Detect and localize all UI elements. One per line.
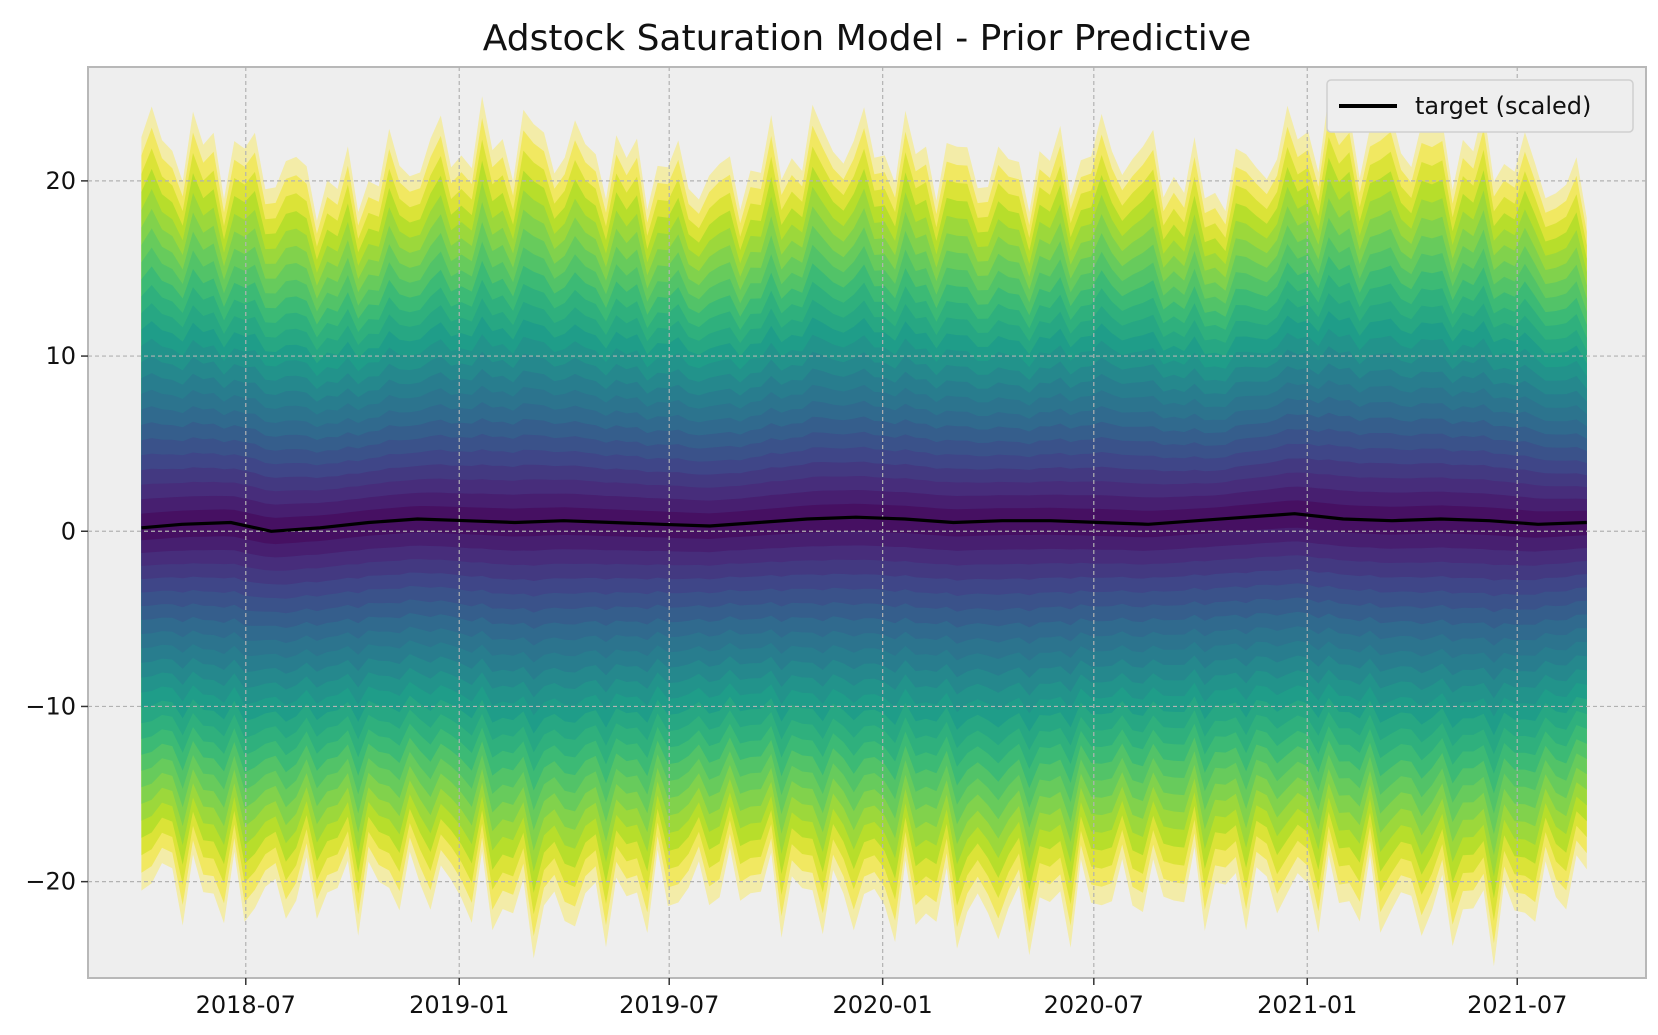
band-layer-24 bbox=[141, 500, 1587, 545]
x-tick-label-2021-01: 2021-01 bbox=[1257, 991, 1357, 1019]
y-tick-label--20: −20 bbox=[25, 868, 76, 896]
target-line-layer bbox=[141, 512, 1587, 533]
x-tick-label-2020-01: 2020-01 bbox=[833, 991, 933, 1019]
y-tick-label--10: −10 bbox=[25, 692, 76, 720]
x-tick-label-2021-07: 2021-07 bbox=[1467, 991, 1567, 1019]
x-axis-ticks: 2018-07 2019-01 2019-07 2020-01 2020-07 2021-… bbox=[196, 978, 1567, 1019]
target-scaled-line bbox=[141, 512, 1587, 533]
y-tick-label-0: 0 bbox=[61, 517, 76, 545]
chart-title: Adstock Saturation Model - Prior Predict… bbox=[483, 18, 1252, 59]
x-tick-label-2020-07: 2020-07 bbox=[1044, 991, 1144, 1019]
y-tick-label-20: 20 bbox=[45, 167, 76, 195]
x-tick-label-2019-07: 2019-07 bbox=[619, 991, 719, 1019]
legend: target (scaled) bbox=[1326, 79, 1634, 133]
legend-box bbox=[1326, 79, 1634, 133]
y-tick-label-10: 10 bbox=[45, 342, 76, 370]
grid-lines bbox=[88, 67, 1646, 978]
y-axis-ticks: 20 10 0 −10 −20 bbox=[25, 167, 88, 896]
x-tick-label-2019-01: 2019-01 bbox=[409, 991, 509, 1019]
prior-predictive-band bbox=[141, 94, 1587, 967]
legend-label: target (scaled) bbox=[1415, 92, 1591, 120]
x-tick-label-2018-07: 2018-07 bbox=[196, 991, 296, 1019]
